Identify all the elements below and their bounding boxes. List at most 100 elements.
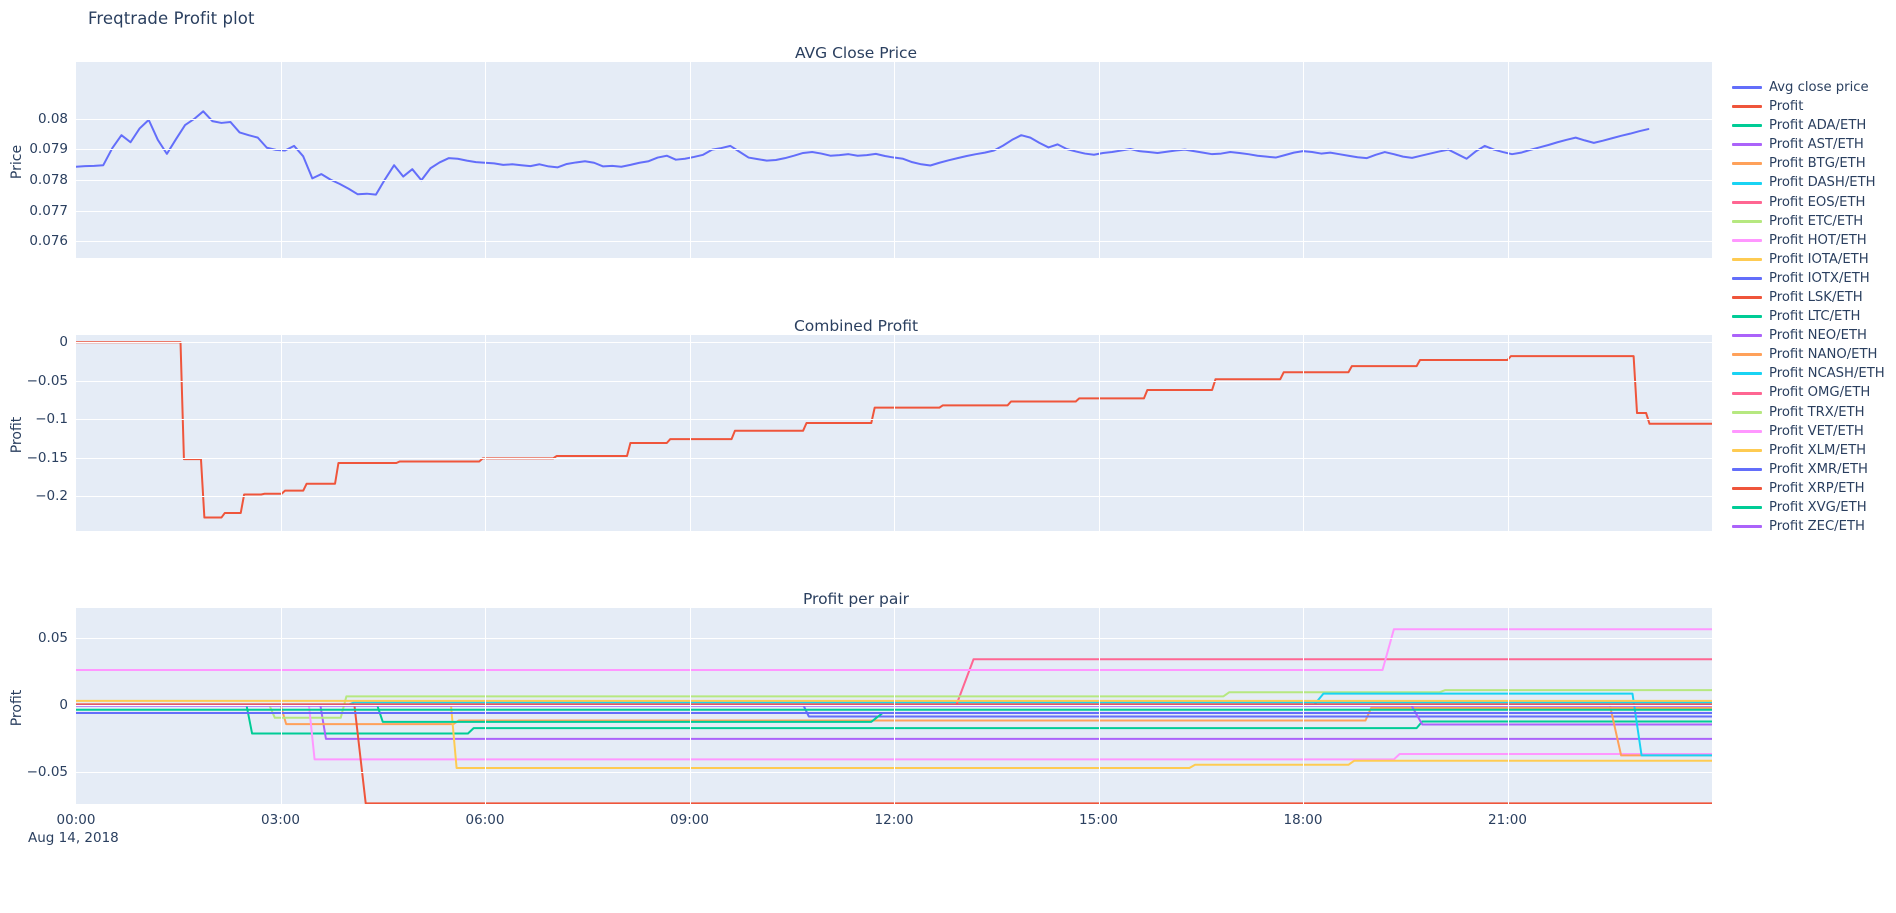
gridline-vertical <box>1507 608 1509 804</box>
subplot-avg-close-price: AVG Close Price Price 0.08 0.079 0.078 0.07… <box>0 44 1712 312</box>
yaxis-tick-label: 0.08 <box>37 110 68 127</box>
legend-color-swatch <box>1732 124 1762 128</box>
legend-color-swatch <box>1732 334 1762 338</box>
trace-line <box>76 690 1712 718</box>
legend-item[interactable]: Profit XLM/ETH <box>1732 441 1896 460</box>
legend-item[interactable]: Profit ETC/ETH <box>1732 212 1896 231</box>
gridline-vertical <box>689 608 691 804</box>
legend-color-swatch <box>1732 238 1762 242</box>
legend-item-label: Profit ETC/ETH <box>1769 213 1864 229</box>
yaxis-ticks-avg-close-price: 0.08 0.079 0.078 0.077 0.076 <box>0 62 76 258</box>
legend-item-label: Avg close price <box>1769 79 1869 95</box>
legend-color-swatch <box>1732 276 1762 280</box>
legend-item[interactable]: Profit XRP/ETH <box>1732 479 1896 498</box>
legend-color-swatch <box>1732 315 1762 319</box>
legend-item-label: Profit LTC/ETH <box>1769 309 1861 325</box>
yaxis-tick-label: 0 <box>59 334 68 351</box>
legend-item-label: Profit IOTA/ETH <box>1769 251 1869 267</box>
legend-item-label: Profit NANO/ETH <box>1769 347 1878 363</box>
xaxis-tick-label: 15:00 <box>1079 812 1118 828</box>
xaxis-tick-label: 03:00 <box>261 812 300 828</box>
yaxis-tick-label: 0.076 <box>29 233 68 250</box>
yaxis-tick-label: 0.05 <box>37 629 68 646</box>
legend-color-swatch <box>1732 200 1762 204</box>
legend: Avg close price Profit Profit ADA/ETH Profi… <box>1732 78 1896 536</box>
legend-item[interactable]: Profit DASH/ETH <box>1732 173 1896 192</box>
yaxis-tick-label: 0 <box>59 696 68 713</box>
legend-item[interactable]: Profit ADA/ETH <box>1732 116 1896 135</box>
legend-item[interactable]: Profit HOT/ETH <box>1732 231 1896 250</box>
xaxis-tick-label: 12:00 <box>874 812 914 828</box>
xaxis-date-label: Aug 14, 2018 <box>28 830 119 846</box>
legend-item-label: Profit AST/ETH <box>1769 137 1864 153</box>
legend-item[interactable]: Profit IOTX/ETH <box>1732 269 1896 288</box>
yaxis-tick-label: −0.2 <box>35 488 68 505</box>
legend-color-swatch <box>1732 506 1762 510</box>
legend-item-label: Profit EOS/ETH <box>1769 194 1866 210</box>
legend-item[interactable]: Profit IOTA/ETH <box>1732 250 1896 269</box>
gridline-vertical <box>1303 335 1304 531</box>
legend-color-swatch <box>1732 219 1762 223</box>
gridline-vertical <box>894 335 895 531</box>
yaxis-tick-label: 0.077 <box>29 202 68 219</box>
legend-item[interactable]: Profit OMG/ETH <box>1732 384 1896 403</box>
legend-item[interactable]: Profit XVG/ETH <box>1732 498 1896 517</box>
legend-item[interactable]: Profit LTC/ETH <box>1732 307 1896 326</box>
legend-color-swatch <box>1732 448 1762 452</box>
gridline-vertical <box>689 62 691 258</box>
trace-canvas-combined-profit <box>76 335 1712 531</box>
legend-item[interactable]: Profit NCASH/ETH <box>1732 364 1896 383</box>
yaxis-tick-label: 0.079 <box>29 141 68 158</box>
xaxis-tick-label: 18:00 <box>1283 812 1323 828</box>
legend-color-swatch <box>1732 467 1762 471</box>
legend-color-swatch <box>1732 105 1762 109</box>
plot-area-profit-per-pair[interactable] <box>76 608 1712 804</box>
subplot-combined-profit: Combined Profit Profit 0 −0.05 −0.1 −0.15 −0… <box>0 317 1712 585</box>
legend-color-swatch <box>1732 353 1762 357</box>
legend-item[interactable]: Profit LSK/ETH <box>1732 288 1896 307</box>
legend-item[interactable]: Profit NEO/ETH <box>1732 326 1896 345</box>
gridline-vertical <box>1507 335 1509 531</box>
yaxis-tick-label: −0.05 <box>26 763 68 780</box>
gridline-vertical <box>689 335 691 531</box>
subplot-title-avg-close-price: AVG Close Price <box>794 44 918 62</box>
legend-item-label: Profit XVG/ETH <box>1769 500 1867 515</box>
legend-item-label: Profit IOTX/ETH <box>1769 270 1870 286</box>
trace-canvas-avg-close-price <box>76 62 1712 258</box>
legend-item[interactable]: Profit EOS/ETH <box>1732 193 1896 212</box>
xaxis-tick-label: 00:00 <box>56 812 96 828</box>
gridline-vertical <box>485 62 486 258</box>
legend-item[interactable]: Profit AST/ETH <box>1732 135 1896 154</box>
subplot-profit-per-pair: Profit per pair Profit 0.05 0 −0.05 00:00 0… <box>0 590 1712 858</box>
legend-item[interactable]: Profit ZEC/ETH <box>1732 517 1896 536</box>
legend-item[interactable]: Profit NANO/ETH <box>1732 345 1896 364</box>
legend-color-swatch <box>1732 410 1762 414</box>
legend-item[interactable]: Profit VET/ETH <box>1732 422 1896 441</box>
yaxis-ticks-profit-per-pair: 0.05 0 −0.05 <box>0 608 76 804</box>
legend-item-label: Profit DASH/ETH <box>1769 175 1876 191</box>
legend-item[interactable]: Profit TRX/ETH <box>1732 403 1896 422</box>
gridline-vertical <box>280 608 282 804</box>
legend-item-label: Profit HOT/ETH <box>1769 232 1867 248</box>
xaxis-tick-label: 21:00 <box>1488 812 1527 828</box>
legend-item-label: Profit ADA/ETH <box>1769 118 1867 134</box>
legend-item-label: Profit <box>1769 99 1804 115</box>
legend-item[interactable]: Profit XMR/ETH <box>1732 460 1896 479</box>
gridline-vertical <box>280 335 282 531</box>
plot-area-avg-close-price[interactable] <box>76 62 1712 258</box>
page-title: Freqtrade Profit plot <box>88 9 255 28</box>
legend-item[interactable]: Profit BTG/ETH <box>1732 154 1896 173</box>
gridline-vertical <box>280 62 282 258</box>
legend-color-swatch <box>1732 372 1762 376</box>
subplot-title-combined-profit: Combined Profit <box>793 317 919 335</box>
legend-item-label: Profit XMR/ETH <box>1769 461 1868 477</box>
gridline-vertical <box>485 608 486 804</box>
legend-item-label: Profit NEO/ETH <box>1769 328 1867 344</box>
gridline-vertical <box>1507 62 1509 258</box>
plot-area-combined-profit[interactable] <box>76 335 1712 531</box>
legend-color-swatch <box>1732 162 1762 166</box>
legend-item[interactable]: Avg close price <box>1732 78 1896 97</box>
legend-color-swatch <box>1732 429 1762 433</box>
legend-item[interactable]: Profit <box>1732 97 1896 116</box>
legend-item-label: Profit LSK/ETH <box>1769 289 1863 305</box>
